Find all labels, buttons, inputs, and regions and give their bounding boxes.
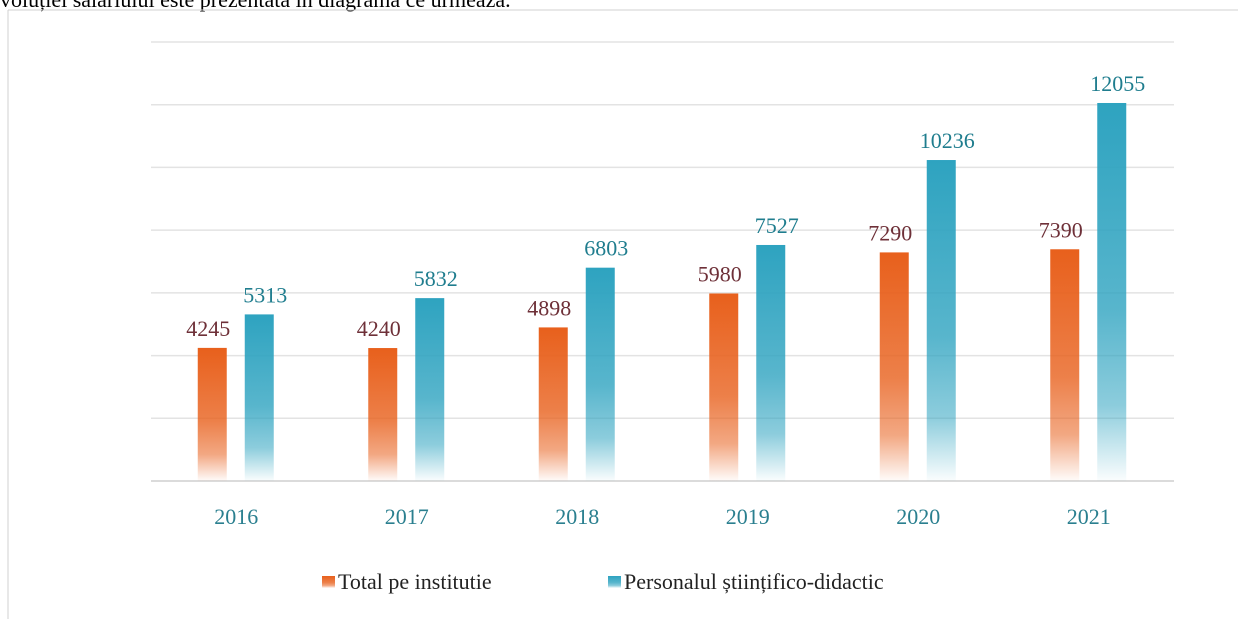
- data-label: 5832: [414, 266, 458, 291]
- bar: [415, 298, 445, 481]
- data-label: 7527: [755, 213, 799, 238]
- x-tick-label: 2021: [1067, 504, 1111, 529]
- bar: [1050, 249, 1080, 481]
- bar: [1097, 102, 1127, 482]
- data-label: 12055: [1090, 71, 1145, 96]
- data-label: 4898: [527, 295, 571, 320]
- bar: [709, 293, 739, 481]
- bar: [756, 244, 786, 481]
- data-label: 7290: [868, 220, 912, 245]
- bar: [879, 252, 909, 481]
- x-tick-label: 2020: [896, 504, 940, 529]
- data-label: 7390: [1039, 217, 1083, 242]
- data-label: 5980: [698, 261, 742, 286]
- bar: [368, 348, 398, 481]
- x-tick-label: 2017: [385, 504, 429, 529]
- bar: [538, 327, 568, 481]
- x-tick-label: 2018: [555, 504, 599, 529]
- data-label: 4240: [357, 316, 401, 341]
- bar: [585, 267, 615, 481]
- data-label: 6803: [584, 236, 628, 261]
- data-label: 5313: [243, 282, 287, 307]
- bar: [926, 160, 956, 481]
- legend-label: Personalul științifico-didactic: [624, 569, 884, 594]
- legend-label: Total pe institutie: [338, 569, 492, 594]
- legend-swatch: [322, 576, 335, 588]
- data-label: 10236: [920, 128, 975, 153]
- data-label: 4245: [186, 316, 230, 341]
- bar: [197, 347, 227, 481]
- x-tick-label: 2019: [726, 504, 770, 529]
- bar: [244, 314, 274, 481]
- intro-text: voluției salariului este prezentată în d…: [0, 0, 511, 12]
- legend-swatch: [608, 576, 621, 588]
- x-tick-label: 2016: [214, 504, 258, 529]
